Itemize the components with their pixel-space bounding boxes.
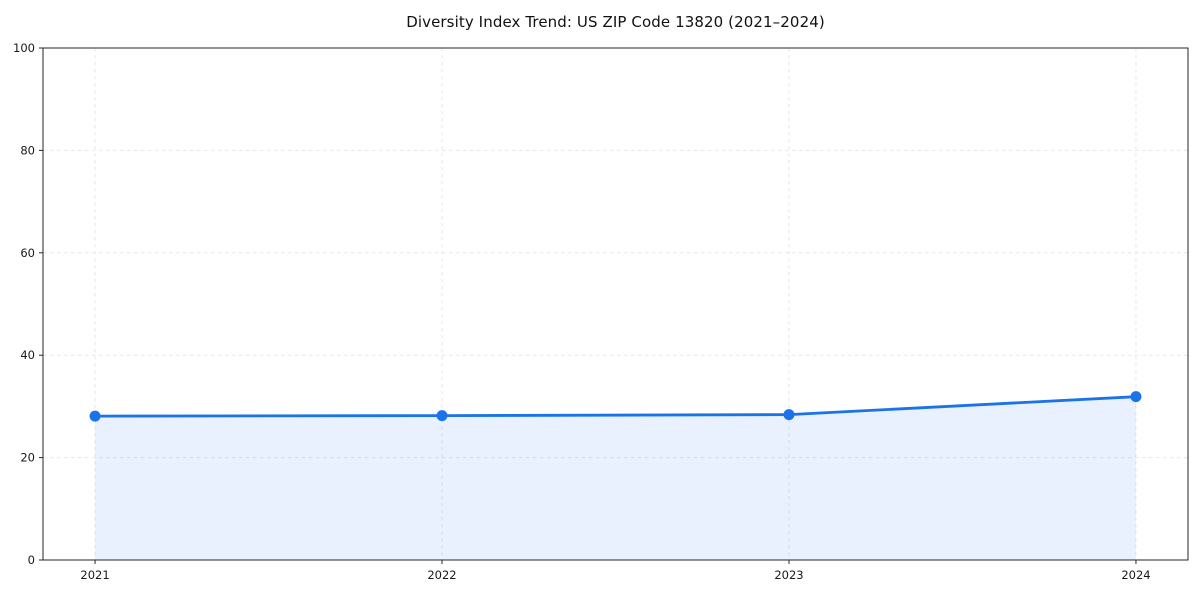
plot-border xyxy=(42,47,1189,561)
data-point xyxy=(783,409,795,421)
y-tick-label: 60 xyxy=(20,246,35,260)
trend-line xyxy=(93,395,1138,418)
x-tick-label: 2021 xyxy=(80,568,109,582)
chart-title: Diversity Index Trend: US ZIP Code 13820… xyxy=(406,13,825,31)
y-tick-label: 40 xyxy=(20,348,35,362)
y-tick-label: 100 xyxy=(13,41,35,55)
data-point xyxy=(89,410,101,422)
y-tick-label: 20 xyxy=(20,451,35,465)
data-point xyxy=(1130,391,1142,403)
y-tick-label: 0 xyxy=(28,553,35,567)
x-tick-label: 2023 xyxy=(774,568,803,582)
y-tick-label: 80 xyxy=(20,143,35,157)
area-fill xyxy=(95,396,1136,560)
x-tick-label: 2024 xyxy=(1121,568,1150,582)
data-point xyxy=(436,410,448,422)
x-tick-label: 2022 xyxy=(427,568,456,582)
